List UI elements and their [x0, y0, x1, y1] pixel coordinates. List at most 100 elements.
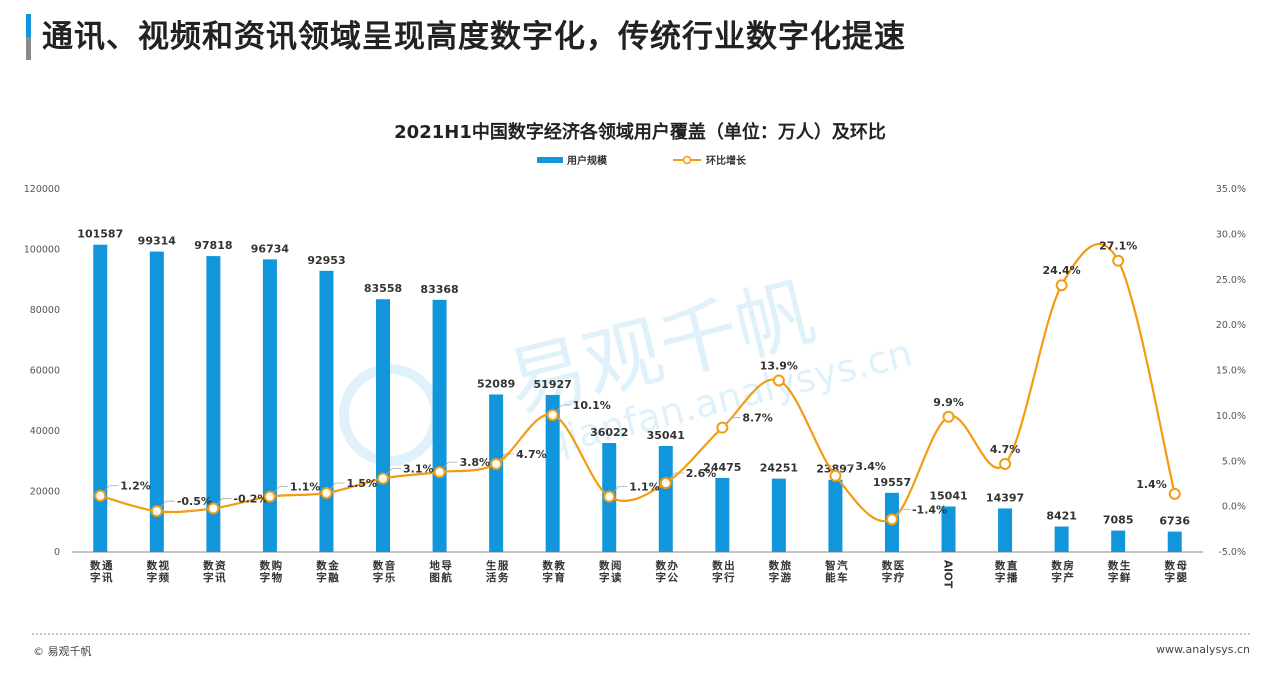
label-leader-line: [668, 472, 684, 481]
footer-divider: [32, 633, 1250, 635]
growth-point: [1112, 254, 1125, 267]
y-tick-label: 20000: [30, 487, 60, 498]
label-leader-line: [216, 498, 232, 506]
category-label: 数字办公: [655, 559, 679, 584]
label-leader-line: [159, 500, 175, 509]
y2-tick-label: 25.0%: [1216, 275, 1246, 286]
growth-value-label: 4.7%: [990, 443, 1021, 456]
growth-value-label: 3.1%: [403, 462, 434, 475]
growth-value-label: 1.2%: [120, 480, 151, 493]
bar-18: [1054, 526, 1069, 552]
growth-value-label: 1.1%: [629, 481, 660, 494]
bar-17: [998, 508, 1013, 552]
category-label: 数字房产: [1050, 559, 1074, 584]
growth-point: [320, 487, 333, 500]
label-leader-line: [555, 404, 571, 413]
bar-value-label: 99314: [138, 235, 177, 248]
category-label: 数字母婴: [1163, 559, 1187, 584]
growth-point: [999, 457, 1012, 470]
y2-tick-label: -5.0%: [1218, 547, 1246, 558]
growth-value-label: -0.5%: [177, 495, 212, 508]
growth-value-label: 1.5%: [346, 477, 377, 490]
category-label: 数字生鲜: [1107, 559, 1131, 584]
growth-value-label: 1.1%: [290, 481, 321, 494]
y-tick-label: 60000: [30, 366, 60, 377]
category-label: 数字资讯: [202, 559, 226, 584]
y2-tick-label: 35.0%: [1216, 184, 1246, 195]
growth-point: [490, 457, 503, 470]
growth-value-label: 1.4%: [1136, 478, 1167, 491]
bar-value-label: 35041: [647, 429, 685, 442]
growth-point: [603, 490, 616, 503]
growth-value-label: 3.8%: [460, 456, 491, 469]
bar-12: [715, 477, 730, 552]
category-label: 数字旅游: [768, 559, 792, 584]
bar-13: [771, 478, 786, 552]
y2-tick-label: 0.0%: [1222, 502, 1246, 513]
page-title: 通讯、视频和资讯领域呈现高度数字化，传统行业数字化提速: [42, 19, 906, 55]
label-leader-line: [611, 486, 628, 494]
category-label: 数字阅读: [598, 559, 622, 584]
y2-tick-label: 30.0%: [1216, 229, 1246, 240]
legend-line-label: 环比增长: [706, 154, 747, 167]
bar-4: [262, 259, 277, 552]
label-leader-line: [102, 485, 119, 493]
growth-point: [829, 469, 842, 482]
category-label: AIOT: [942, 560, 954, 589]
bar-value-label: 96734: [251, 242, 290, 255]
growth-point: [772, 374, 785, 387]
bar-value-label: 19557: [873, 476, 911, 489]
bar-value-label: 15041: [929, 490, 967, 503]
bar-value-label: 24475: [703, 461, 741, 474]
bar-value-label: 6736: [1159, 515, 1190, 528]
growth-value-label: 3.4%: [855, 460, 886, 473]
growth-value-label: 4.7%: [516, 448, 547, 461]
footer-website[interactable]: www.analysys.cn: [1156, 643, 1250, 656]
bar-value-label: 36022: [590, 426, 628, 439]
y2-tick-label: 20.0%: [1216, 320, 1246, 331]
label-leader-line: [272, 486, 288, 494]
growth-point: [377, 472, 390, 485]
bar-value-label: 97818: [194, 239, 232, 252]
growth-point: [263, 490, 276, 503]
category-label: 智能汽车: [824, 559, 848, 584]
label-leader-line: [442, 461, 458, 470]
bar-1: [93, 244, 108, 552]
bar-19: [1111, 530, 1126, 552]
category-label: 数字音乐: [372, 559, 396, 584]
y-tick-label: 0: [54, 547, 60, 558]
bar-value-label: 14397: [986, 491, 1024, 504]
label-leader-line: [498, 453, 515, 462]
category-label: 数字购物: [259, 559, 283, 584]
y-tick-label: 120000: [24, 184, 60, 195]
label-leader-line: [838, 465, 854, 474]
bar-3: [206, 256, 221, 552]
growth-point: [207, 502, 220, 515]
growth-value-label: 27.1%: [1099, 240, 1137, 253]
growth-point: [885, 513, 898, 526]
y2-tick-label: 5.0%: [1222, 456, 1246, 467]
category-label: 地图导航: [429, 559, 452, 584]
growth-point: [716, 421, 729, 434]
legend-bar-swatch: [537, 157, 563, 163]
growth-value-label: 24.4%: [1043, 264, 1081, 277]
bar-value-label: 24251: [760, 462, 798, 475]
y2-tick-label: 10.0%: [1216, 411, 1246, 422]
bar-2: [149, 251, 164, 553]
category-label: 数字出行: [711, 559, 735, 584]
category-label: 生活服务: [486, 559, 509, 584]
y-tick-label: 40000: [30, 426, 60, 437]
bar-16: [941, 506, 956, 552]
growth-value-label: 10.1%: [573, 399, 611, 412]
bar-value-label: 52089: [477, 377, 515, 390]
growth-point: [1168, 487, 1181, 500]
bar-value-label: 83558: [364, 282, 402, 295]
category-label: 数字视频: [146, 559, 170, 584]
chart-title: 2021H1中国数字经济各领域用户覆盖（单位：万人）及环比: [394, 122, 886, 143]
bar-value-label: 8421: [1046, 510, 1077, 523]
growth-point: [433, 466, 446, 479]
growth-point: [942, 410, 955, 423]
y-tick-label: 100000: [24, 245, 60, 256]
bar-value-label: 101587: [77, 228, 123, 241]
